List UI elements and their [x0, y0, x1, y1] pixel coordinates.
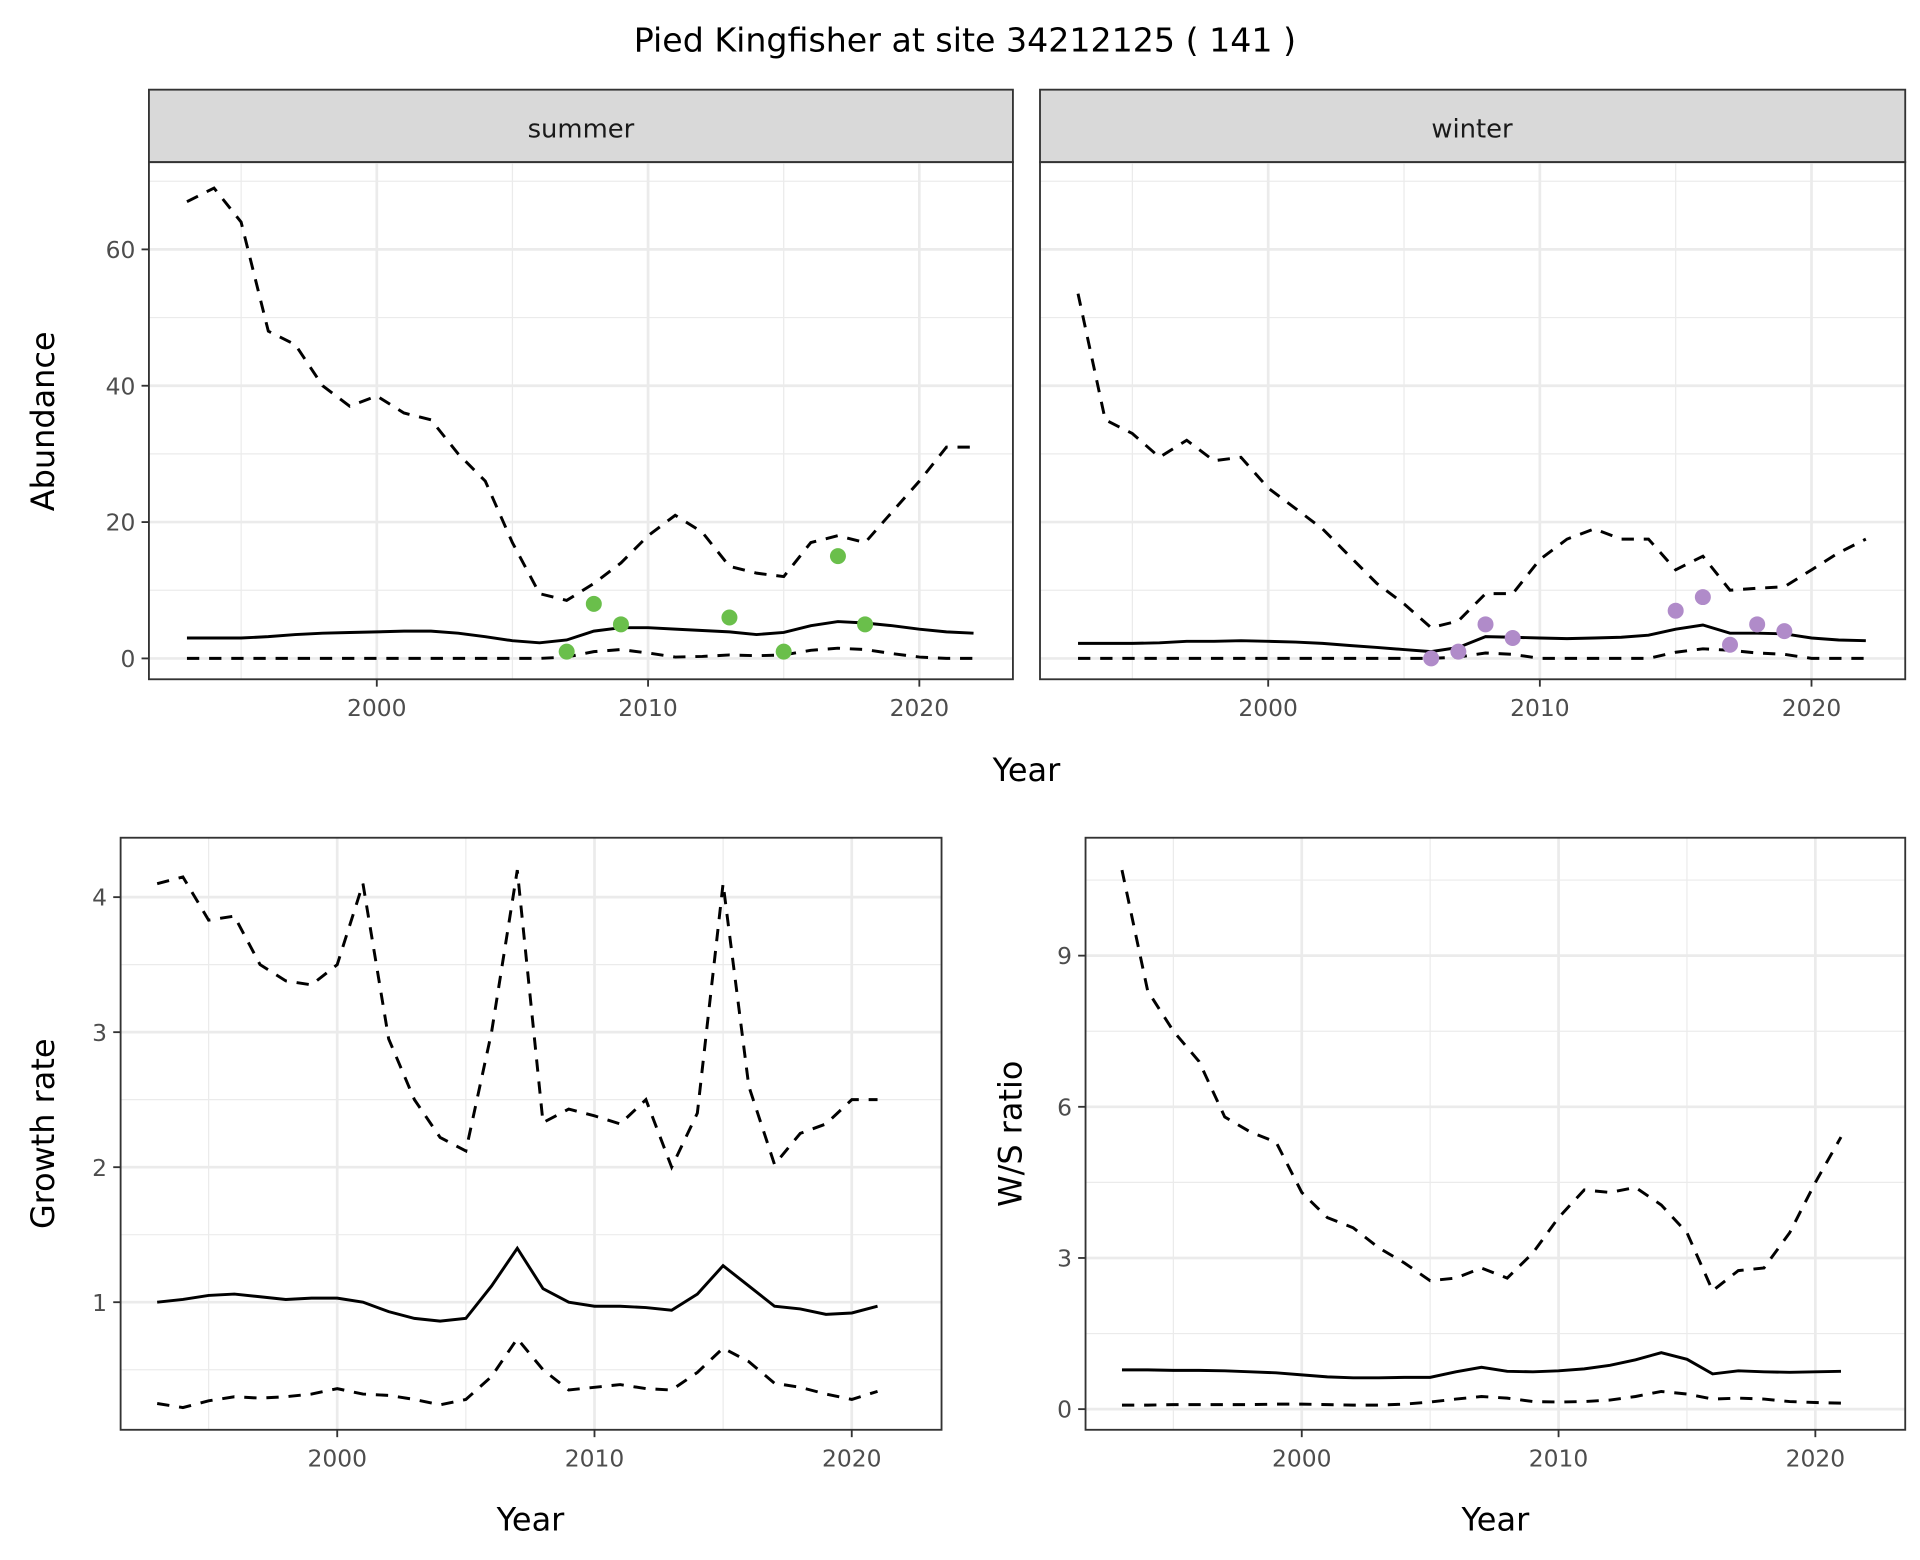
x-tick-label: 2010: [1529, 1445, 1589, 1473]
series-line-1: [1078, 623, 1866, 654]
series-line-2: [1121, 1389, 1842, 1407]
y-axis-label-growth: Growth rate: [24, 1038, 62, 1229]
series-line-1: [1121, 1351, 1842, 1380]
y-tick-label: 3: [92, 1019, 107, 1047]
x-tick-label: 2010: [565, 1445, 625, 1473]
x-tick-label: 2000: [1272, 1445, 1332, 1473]
y-tick-label: 4: [92, 884, 107, 912]
observed-point: [829, 548, 846, 565]
x-tick-label: 2010: [618, 694, 678, 722]
observed-point: [1477, 616, 1494, 633]
observed-point: [585, 595, 602, 612]
y-tick-label: 3: [1057, 1245, 1072, 1273]
strip-label-winter: winter: [1431, 115, 1513, 145]
x-tick-label: 2000: [347, 694, 407, 722]
y-tick-label: 20: [106, 509, 136, 537]
facet-strip: [148, 88, 1014, 164]
strip-label-summer: summer: [528, 115, 635, 145]
observed-point: [1423, 650, 1440, 667]
x-tick-label: 2020: [890, 694, 950, 722]
panel-border: [1084, 836, 1907, 1431]
panel-0: 2000 2010 2020 0 20 40 60: [106, 88, 1014, 722]
panel-border: [148, 161, 1014, 681]
y-tick-label: 9: [1057, 942, 1072, 970]
series-line-2: [186, 646, 974, 660]
x-axis-label-abundance: Year: [992, 751, 1062, 789]
observed-point: [721, 609, 738, 626]
series-line-1: [186, 620, 974, 645]
series-line-0: [1076, 293, 1867, 630]
x-axis-label-ratio: Year: [1461, 1501, 1531, 1539]
y-tick-label: 6: [1057, 1093, 1072, 1121]
x-tick-label: 2020: [822, 1445, 882, 1473]
observed-point: [1776, 623, 1793, 640]
x-tick-label: 2020: [1786, 1445, 1846, 1473]
observed-point: [775, 643, 792, 660]
observed-point: [1722, 636, 1739, 653]
y-tick-label: 2: [92, 1154, 107, 1182]
observed-point: [857, 616, 874, 633]
panel-2: 2000 2010 2020 1 2 3 4: [92, 836, 943, 1473]
observed-point: [1694, 589, 1711, 606]
panel-3: 2000 2010 2020 0 3 6 9: [1057, 836, 1907, 1473]
observed-point: [1450, 643, 1467, 660]
facet-strip: [1039, 88, 1907, 164]
series-line-2: [1078, 647, 1866, 660]
x-tick-label: 2000: [307, 1445, 367, 1473]
chart-title: Pied Kingfisher at site 34212125 ( 141 ): [634, 21, 1296, 60]
y-axis-label-ratio: W/S ratio: [992, 1061, 1030, 1207]
observed-point: [558, 643, 575, 660]
panel-1: 2000 2010 2020: [1039, 88, 1907, 722]
y-axis-label-abundance: Abundance: [24, 331, 62, 511]
series-line-0: [156, 869, 878, 1171]
x-axis-label-growth: Year: [496, 1501, 566, 1539]
observed-point: [1504, 629, 1521, 646]
observed-point: [1749, 616, 1766, 633]
x-tick-label: 2000: [1238, 694, 1298, 722]
y-tick-label: 40: [106, 372, 136, 400]
panel-border: [1039, 161, 1907, 681]
observed-point: [612, 616, 629, 633]
series-line-2: [156, 1336, 878, 1410]
series-line-0: [1120, 869, 1843, 1294]
panel-border: [119, 836, 943, 1431]
series-line-1: [157, 1245, 878, 1323]
y-tick-label: 60: [106, 236, 136, 264]
y-tick-label: 0: [120, 645, 135, 673]
observed-point: [1667, 602, 1684, 619]
x-tick-label: 2020: [1782, 694, 1842, 722]
y-tick-label: 1: [92, 1289, 107, 1317]
y-tick-label: 0: [1057, 1396, 1072, 1424]
x-tick-label: 2010: [1510, 694, 1570, 722]
